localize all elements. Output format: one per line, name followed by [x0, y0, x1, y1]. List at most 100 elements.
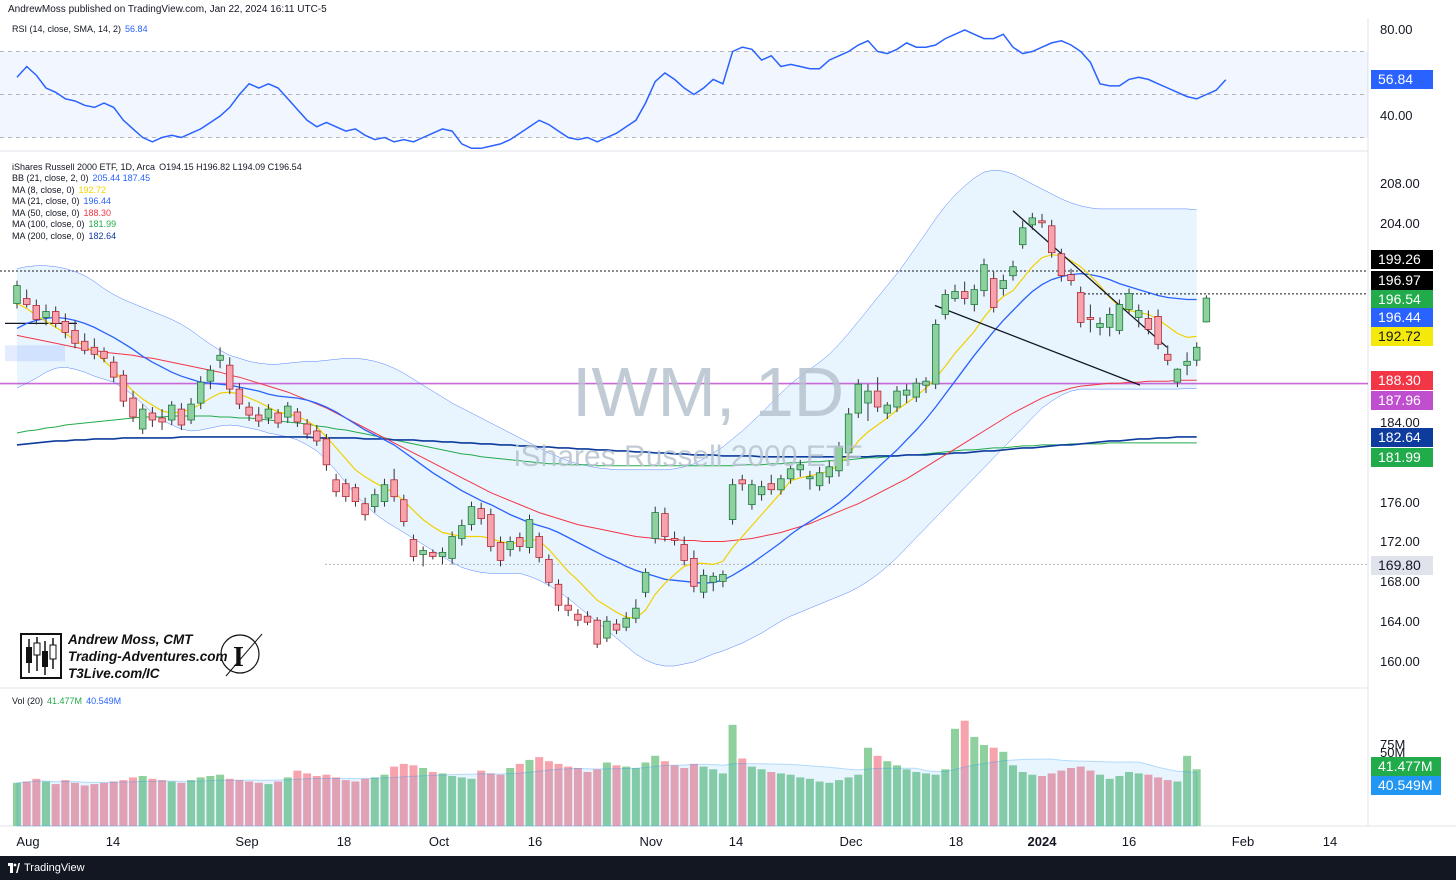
volume-bar [293, 770, 302, 826]
volume-bar [1105, 778, 1114, 827]
candle [1028, 217, 1036, 226]
indicator-legend-row: MA (100, close, 0) 181.99 [12, 219, 116, 229]
author-name: Andrew Moss, CMT [68, 632, 193, 647]
publisher-header: AndrewMoss published on TradingView.com,… [8, 4, 327, 15]
candle [641, 572, 650, 593]
candle [100, 350, 108, 359]
volume-bar [438, 773, 447, 826]
price-badge: 182.64 [1371, 428, 1433, 447]
candle [1048, 225, 1056, 254]
svg-text:I: I [233, 642, 244, 673]
candle [970, 289, 978, 305]
candle [603, 620, 611, 639]
indicator-legend-row: MA (200, close, 0) 182.64 [12, 231, 116, 241]
x-axis-label: 18 [948, 834, 964, 849]
volume-bar [51, 784, 60, 826]
volume-bar [747, 766, 756, 826]
volume-bar [825, 782, 834, 826]
x-axis-label: Feb [1231, 834, 1255, 849]
candle [728, 484, 737, 521]
author-site-2: T3Live.com/IC [68, 666, 160, 681]
candle [13, 285, 21, 304]
candle [1144, 317, 1153, 330]
volume-bar [283, 777, 292, 826]
volume-bar [583, 772, 592, 826]
volume-bar [1192, 769, 1201, 826]
volume-bar [844, 777, 853, 826]
ytick: 168.00 [1380, 574, 1420, 589]
volume-label: Vol (20) 41.477M 40.549M [12, 696, 122, 706]
candle [380, 484, 389, 503]
volume-ma-badge: 40.549M [1371, 776, 1441, 795]
candle [1164, 353, 1172, 361]
volume-bar [13, 782, 21, 826]
bb-upper-line [16, 169, 1197, 470]
candle [1096, 322, 1104, 328]
volume-bar [593, 769, 602, 826]
volume-bar [960, 720, 969, 826]
ma200-line [16, 436, 1197, 458]
volume-bar [196, 777, 205, 826]
candle [1077, 292, 1085, 323]
volume-bar [864, 747, 872, 826]
x-axis-label: Dec [839, 834, 863, 849]
x-axis-label: Sep [235, 834, 259, 849]
volume-bar [515, 763, 524, 826]
volume-bar [689, 763, 698, 826]
price-chart[interactable] [0, 0, 1456, 856]
volume-bar [535, 757, 544, 826]
candle [583, 615, 592, 623]
volume-bar [699, 766, 708, 826]
candle [612, 623, 621, 631]
x-axis-label: 2024 [1027, 834, 1057, 849]
candle [815, 472, 824, 487]
volume-bar [32, 778, 41, 827]
candle [1057, 253, 1066, 276]
volume-bar [235, 780, 244, 826]
volume-bar [80, 785, 89, 826]
candle [322, 438, 331, 466]
ytick: 208.00 [1380, 176, 1420, 191]
candle [390, 479, 398, 498]
volume-ma-area [16, 758, 1198, 827]
volume-bar [893, 765, 901, 827]
rsi-line [16, 29, 1227, 150]
indicator-name: MA (21, close, 0) [12, 196, 80, 206]
volume-bar [786, 774, 795, 826]
candle [554, 583, 563, 606]
candle [709, 575, 717, 583]
x-axis-label: 16 [1121, 834, 1137, 849]
x-axis-label: 14 [728, 834, 744, 849]
volume-bar [351, 781, 360, 826]
candle [32, 305, 40, 320]
volume-bar [573, 768, 582, 826]
volume-bar [390, 766, 399, 826]
volume-bar [622, 766, 631, 826]
volume-bar [71, 782, 79, 826]
volume-bar [951, 728, 959, 826]
volume-bar [486, 773, 495, 826]
vol-tick-50m: 50M [1380, 745, 1406, 760]
volume-bar [332, 777, 341, 826]
volume-bar [670, 765, 679, 827]
candle [545, 559, 553, 583]
price-badge: 181.99 [1371, 448, 1433, 467]
candle [293, 411, 302, 423]
candle [912, 382, 920, 398]
candle [313, 430, 321, 442]
volume-bar [1163, 780, 1172, 826]
candle [52, 311, 60, 324]
volume-bar [922, 773, 930, 826]
volume-bar [177, 782, 186, 826]
level-box [5, 345, 65, 362]
candle [902, 389, 911, 396]
ma8-line [16, 254, 1197, 619]
volume-bar [187, 780, 196, 826]
candle [951, 291, 959, 299]
symbol-title: iShares Russell 2000 ETF, 1D, Arca O194.1… [12, 162, 302, 172]
ytick: 204.00 [1380, 216, 1420, 231]
candle [332, 479, 340, 493]
ma100-line [16, 415, 1197, 467]
price-badge: 196.97 [1371, 271, 1433, 290]
candle [22, 298, 31, 305]
